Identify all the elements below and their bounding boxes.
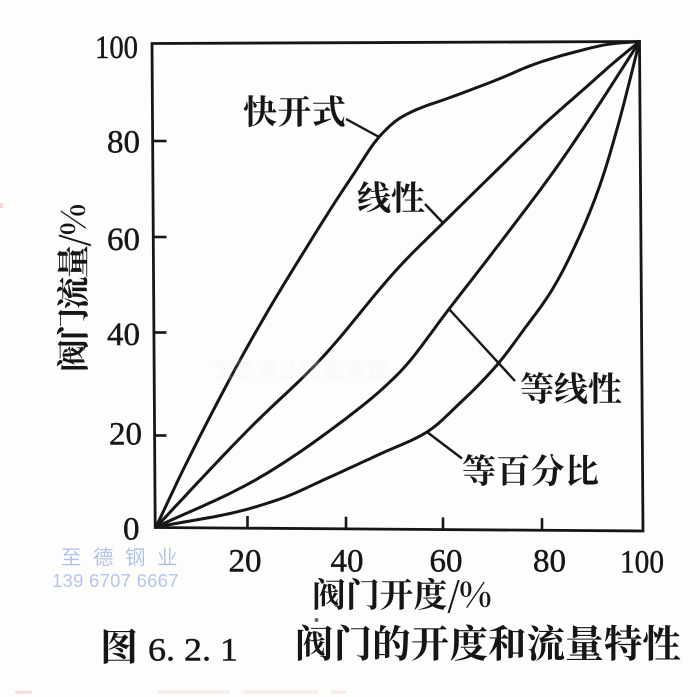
svg-text:60: 60	[430, 544, 463, 580]
svg-text:20: 20	[229, 544, 262, 580]
svg-text:139 6707 6667: 139 6707 6667	[52, 570, 179, 591]
svg-text:100: 100	[95, 30, 138, 66]
svg-text:100: 100	[620, 545, 664, 581]
svg-text:0: 0	[123, 512, 140, 548]
svg-text:80: 80	[533, 544, 566, 580]
svg-text:60: 60	[107, 222, 140, 258]
svg-text:40: 40	[107, 317, 140, 353]
svg-text:40: 40	[331, 544, 364, 580]
svg-text:80: 80	[107, 124, 140, 160]
svg-text:6. 2. 1: 6. 2. 1	[148, 633, 238, 669]
svg-text:20: 20	[109, 416, 142, 452]
